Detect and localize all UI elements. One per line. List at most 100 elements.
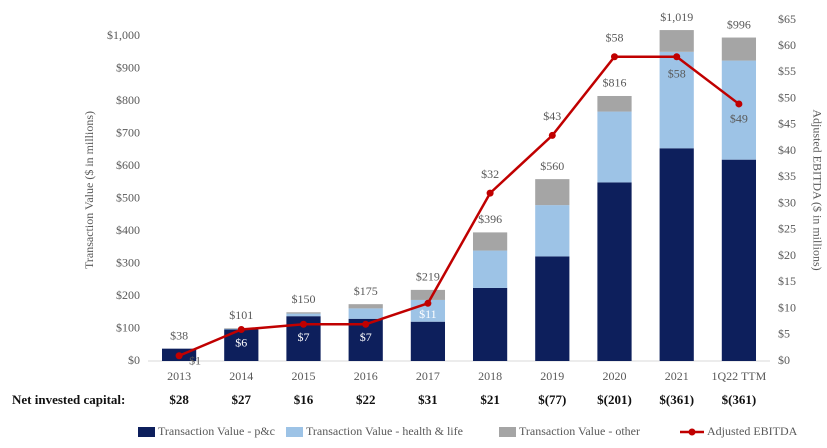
- legend-swatch: [499, 427, 516, 437]
- y2-tick-label: $65: [778, 12, 796, 26]
- line-marker: [735, 100, 743, 108]
- y-axis-title: Transaction Value ($ in millions): [82, 111, 96, 269]
- row-value: $(77): [538, 392, 566, 407]
- line-label: $32: [481, 167, 499, 181]
- bar-segment: [597, 182, 632, 361]
- row-value: $31: [418, 392, 438, 407]
- total-label: $150: [292, 292, 316, 306]
- line-label: $58: [668, 66, 686, 80]
- bar-segment: [472, 287, 508, 361]
- total-label: $219: [416, 270, 440, 284]
- legend-swatch: [286, 427, 303, 437]
- row-value: $22: [356, 392, 376, 407]
- legend-label: Adjusted EBITDA: [707, 424, 798, 438]
- legend-label: Transaction Value - health & life: [306, 424, 463, 438]
- x-tick-label: 2014: [229, 369, 253, 383]
- bar-segment: [348, 308, 383, 319]
- bar-segment: [721, 37, 757, 61]
- y2-tick-label: $25: [778, 222, 796, 236]
- total-label: $560: [540, 159, 564, 173]
- bar-segment: [659, 148, 694, 361]
- line-marker: [237, 326, 245, 334]
- x-tick-label: 2018: [478, 369, 502, 383]
- line-marker: [300, 320, 307, 328]
- bar-segment: [659, 51, 694, 149]
- legend-label: Transaction Value - other: [519, 424, 640, 438]
- total-label: $396: [478, 212, 502, 226]
- bar-segment: [410, 289, 446, 300]
- y-tick-label: $800: [116, 93, 140, 107]
- bar-segment: [472, 232, 508, 251]
- y2-tick-label: $0: [778, 353, 790, 367]
- y2-tick-label: $30: [778, 195, 796, 209]
- y2-tick-label: $35: [778, 169, 796, 183]
- line-marker: [548, 131, 556, 139]
- line-label: $49: [730, 112, 748, 126]
- y-tick-label: $200: [116, 288, 140, 302]
- line-marker: [611, 53, 618, 61]
- total-label: $816: [603, 76, 627, 90]
- row-value: $(361): [659, 392, 694, 407]
- y-tick-label: $700: [116, 125, 140, 139]
- y-tick-label: $300: [116, 255, 140, 269]
- bar-segment: [721, 159, 757, 361]
- line-marker: [486, 189, 494, 197]
- total-label: $101: [229, 308, 253, 322]
- x-tick-label: 2013: [167, 369, 191, 383]
- row-value: $(201): [597, 392, 632, 407]
- line-marker: [362, 320, 370, 328]
- bar-segment: [286, 312, 321, 314]
- y2-tick-label: $60: [778, 38, 796, 52]
- y2-axis-title: Adjusted EBITDA ($ in millions): [810, 109, 824, 270]
- bar-segment: [535, 205, 570, 257]
- legend-swatch: [138, 427, 155, 437]
- x-tick-label: 2020: [603, 369, 627, 383]
- bar-segment: [472, 250, 508, 288]
- y2-tick-label: $50: [778, 90, 796, 104]
- bar-segment: [535, 179, 570, 206]
- legend-label: Transaction Value - p&c: [158, 424, 275, 438]
- y-tick-label: $600: [116, 158, 140, 172]
- y2-tick-label: $45: [778, 117, 796, 131]
- y-tick-label: $1,000: [107, 28, 140, 42]
- bar-segment: [348, 304, 383, 309]
- line-label: $43: [543, 109, 561, 123]
- line-label: $6: [235, 335, 247, 349]
- row-label: Net invested capital:: [12, 392, 125, 407]
- y2-tick-label: $15: [778, 274, 796, 288]
- line-label: $7: [360, 330, 372, 344]
- line: [178, 55, 740, 357]
- y-tick-label: $0: [128, 353, 140, 367]
- line-marker: [175, 352, 183, 360]
- legend-swatch: [688, 428, 696, 436]
- x-tick-label: 1Q22 TTM: [712, 369, 767, 383]
- line-label: $11: [419, 307, 437, 321]
- x-tick-label: 2016: [354, 369, 378, 383]
- total-label: $1,019: [660, 10, 693, 24]
- x-tick-label: 2017: [416, 369, 440, 383]
- bar-segment: [286, 313, 321, 317]
- line-marker: [673, 53, 681, 61]
- y2-tick-label: $5: [778, 327, 790, 341]
- bar-segment: [721, 60, 757, 160]
- line-label: $58: [606, 30, 624, 44]
- bar-segment: [597, 95, 632, 112]
- bar-segment: [597, 111, 632, 183]
- x-tick-label: 2015: [292, 369, 316, 383]
- row-value: $28: [169, 392, 189, 407]
- y2-tick-label: $20: [778, 248, 796, 262]
- row-value: $27: [232, 392, 252, 407]
- line-label: $1: [189, 354, 201, 368]
- y2-tick-label: $55: [778, 64, 796, 78]
- x-tick-label: 2021: [665, 369, 689, 383]
- row-value: $(361): [722, 392, 757, 407]
- y2-tick-label: $10: [778, 300, 796, 314]
- x-tick-label: 2019: [540, 369, 564, 383]
- y-tick-label: $100: [116, 320, 140, 334]
- total-label: $175: [354, 284, 378, 298]
- total-label: $38: [170, 328, 188, 342]
- y2-tick-label: $40: [778, 143, 796, 157]
- y-tick-label: $500: [116, 190, 140, 204]
- bar-segment: [659, 30, 694, 52]
- bar-segment: [535, 256, 570, 361]
